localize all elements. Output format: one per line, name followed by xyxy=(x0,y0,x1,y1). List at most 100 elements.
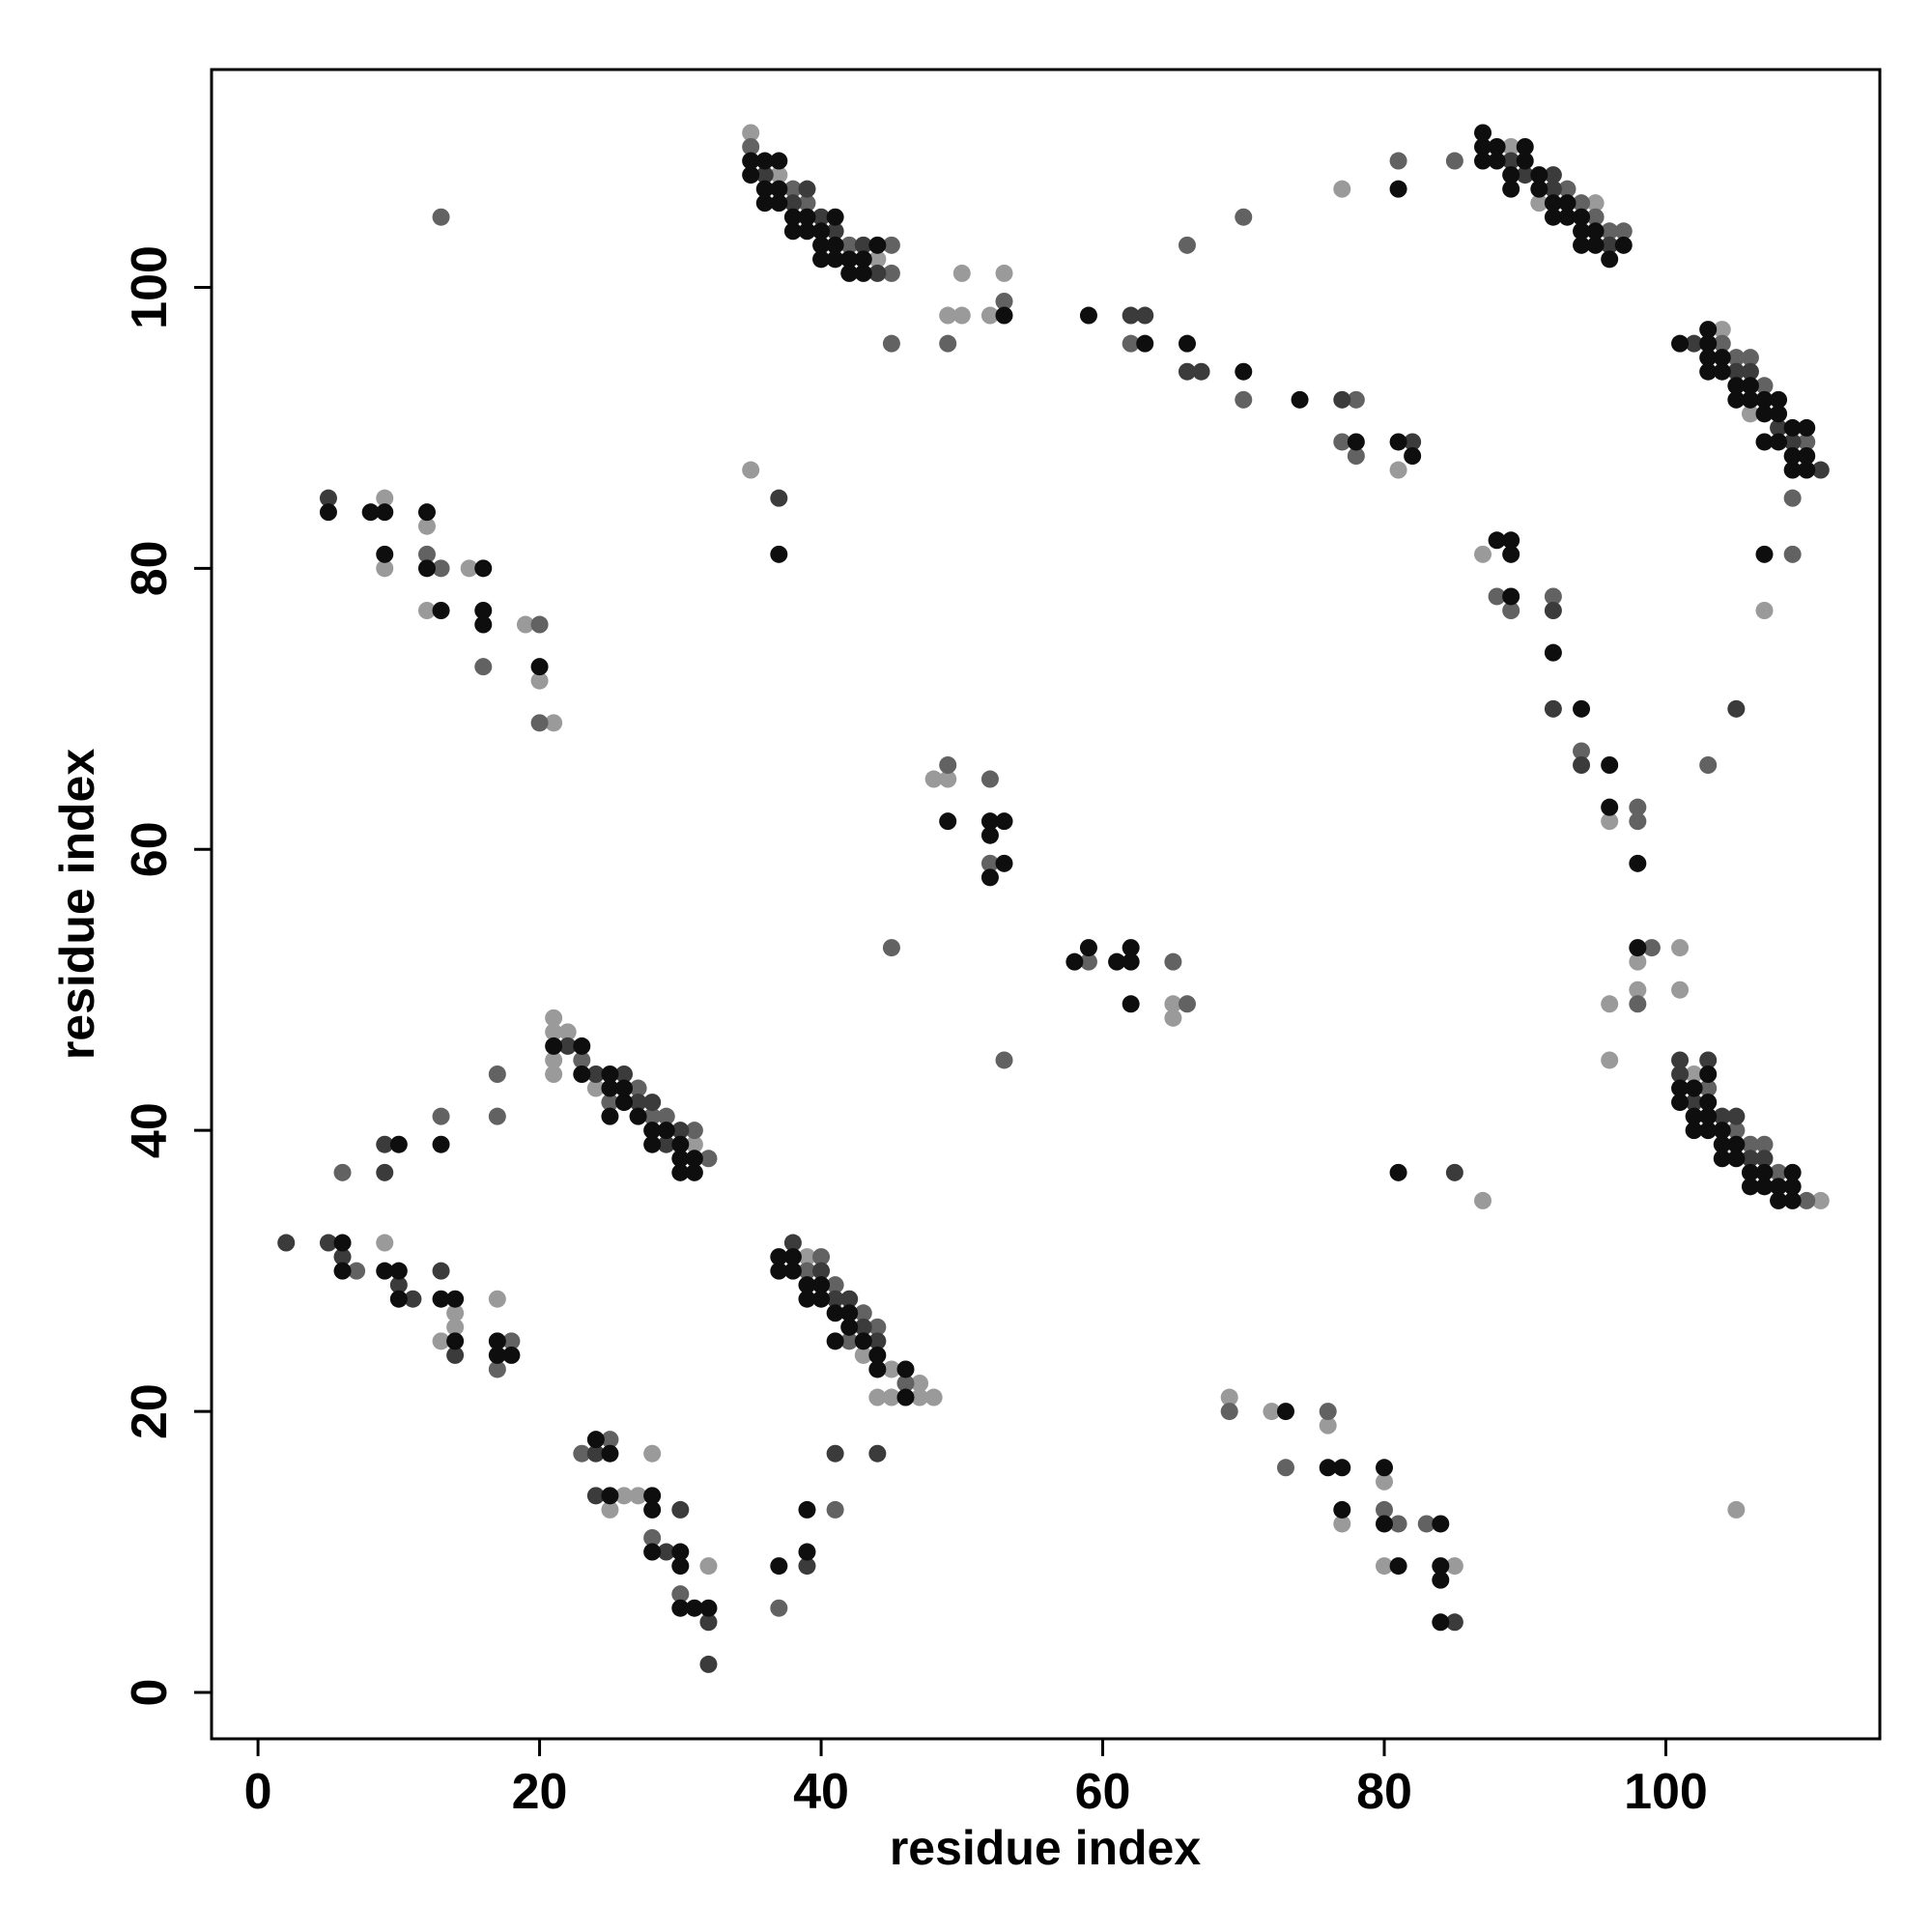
point xyxy=(671,1500,690,1519)
point xyxy=(1798,433,1816,451)
point xyxy=(868,264,887,282)
point xyxy=(432,1262,450,1280)
point xyxy=(1671,1051,1690,1069)
point xyxy=(1755,1135,1774,1153)
point xyxy=(770,180,788,198)
point xyxy=(798,222,816,241)
y-tick-label: 20 xyxy=(122,1383,178,1439)
point xyxy=(1573,742,1591,760)
point xyxy=(530,671,549,690)
point xyxy=(995,1051,1013,1069)
point xyxy=(1614,236,1633,254)
point xyxy=(1685,1065,1703,1083)
point xyxy=(1713,1122,1731,1140)
point xyxy=(896,1388,915,1406)
point xyxy=(1122,995,1140,1013)
point xyxy=(826,1332,844,1350)
point xyxy=(798,1276,816,1294)
point xyxy=(671,1543,690,1561)
point xyxy=(854,1332,872,1350)
point xyxy=(1783,447,1802,465)
point xyxy=(446,1304,465,1322)
point xyxy=(1488,138,1506,156)
point xyxy=(854,264,872,282)
x-tick-label: 0 xyxy=(244,1764,272,1820)
point xyxy=(671,1557,690,1576)
point xyxy=(980,826,999,844)
point xyxy=(1671,980,1690,999)
point xyxy=(1502,587,1520,606)
point xyxy=(1502,545,1520,563)
point xyxy=(417,517,436,535)
point xyxy=(1699,756,1718,774)
point xyxy=(1544,643,1562,662)
point xyxy=(657,1543,675,1561)
point xyxy=(911,1375,929,1392)
point xyxy=(1783,1178,1802,1196)
point xyxy=(615,1487,634,1505)
point xyxy=(643,1487,662,1505)
point xyxy=(699,1655,718,1673)
point xyxy=(417,559,436,578)
point xyxy=(558,1037,577,1055)
point xyxy=(1544,194,1562,213)
point xyxy=(840,1318,859,1336)
point xyxy=(333,1262,352,1280)
point xyxy=(671,1122,690,1140)
point xyxy=(1770,1178,1788,1196)
point xyxy=(868,1332,887,1350)
point xyxy=(1727,699,1746,718)
point xyxy=(629,1094,647,1112)
y-tick-label: 60 xyxy=(122,821,178,877)
point xyxy=(1699,1122,1718,1140)
point xyxy=(1445,1557,1463,1576)
point xyxy=(1642,939,1661,957)
point xyxy=(1263,1403,1281,1421)
point xyxy=(770,152,788,170)
point xyxy=(432,208,450,226)
point xyxy=(882,236,900,254)
point xyxy=(783,222,802,241)
point xyxy=(1544,602,1562,619)
point xyxy=(657,1122,675,1140)
point xyxy=(685,1163,703,1181)
point xyxy=(319,1234,337,1252)
point xyxy=(1713,362,1731,381)
point xyxy=(1445,1163,1463,1181)
point xyxy=(1516,152,1534,170)
point xyxy=(783,1248,802,1266)
point xyxy=(657,1107,675,1125)
point xyxy=(417,602,436,619)
point xyxy=(601,1431,619,1449)
point xyxy=(1798,461,1816,479)
point xyxy=(404,1290,422,1308)
point xyxy=(432,559,450,578)
point xyxy=(1530,180,1548,198)
plot-frame xyxy=(210,68,1882,1741)
point xyxy=(361,503,380,522)
point xyxy=(1516,166,1534,185)
point xyxy=(1333,390,1351,409)
point xyxy=(980,868,999,887)
point xyxy=(1544,180,1562,198)
point xyxy=(1122,306,1140,325)
point xyxy=(376,1163,394,1181)
point xyxy=(432,1332,450,1350)
point xyxy=(1389,1515,1407,1533)
point xyxy=(1699,349,1718,367)
point xyxy=(1445,1613,1463,1632)
point xyxy=(1573,236,1591,254)
point xyxy=(1741,349,1759,367)
point xyxy=(1699,362,1718,381)
point xyxy=(1079,306,1097,325)
point xyxy=(389,1290,408,1308)
point xyxy=(1220,1388,1238,1406)
point xyxy=(1629,980,1647,999)
point xyxy=(601,1500,619,1519)
point xyxy=(474,559,493,578)
point xyxy=(798,1543,816,1561)
point xyxy=(812,1248,831,1266)
point xyxy=(980,854,999,872)
point xyxy=(1699,1094,1718,1112)
point xyxy=(1741,390,1759,409)
